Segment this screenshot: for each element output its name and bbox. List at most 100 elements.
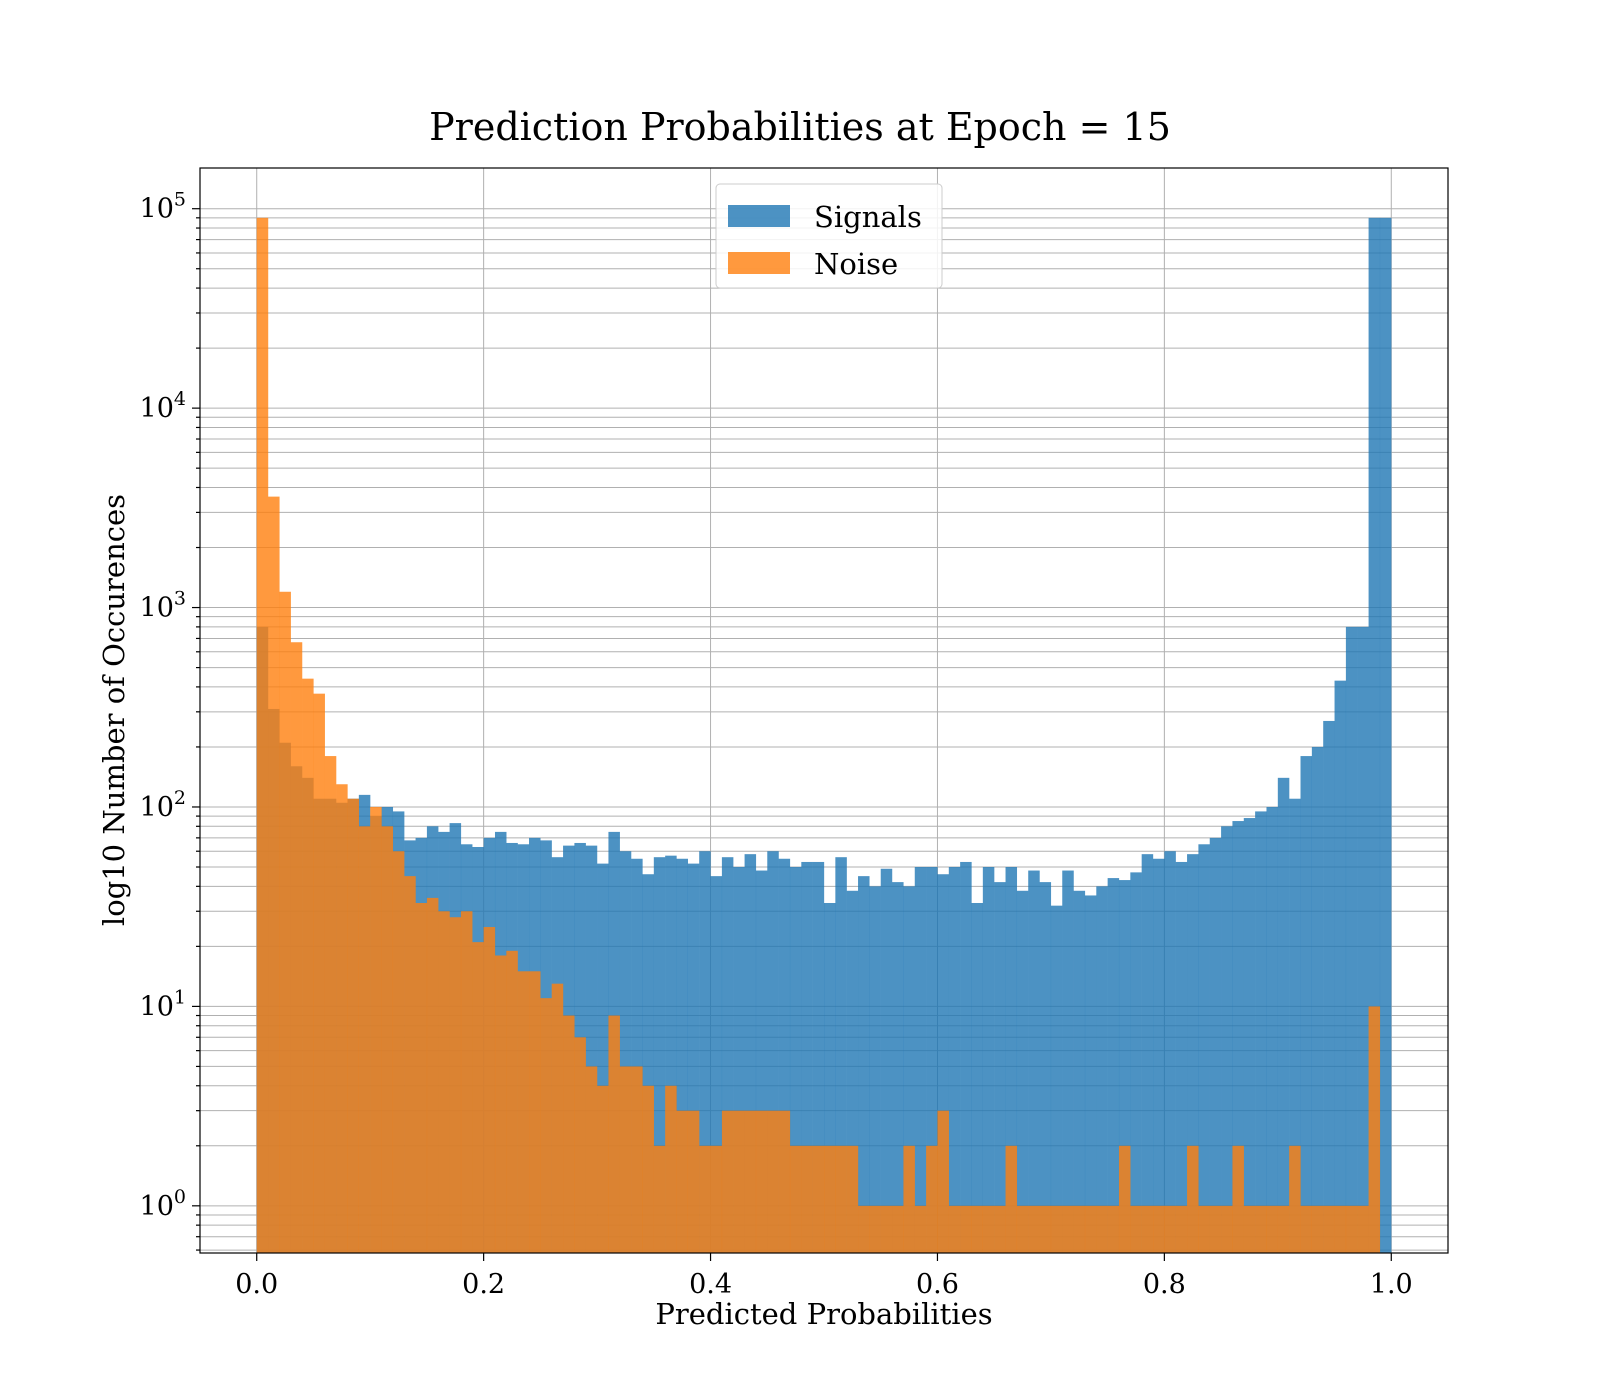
noise-bar	[302, 678, 314, 1253]
signals-bar	[1277, 777, 1290, 1253]
noise-bar	[290, 642, 303, 1253]
noise-bar	[1005, 1145, 1018, 1253]
noise-bar	[256, 217, 269, 1254]
x-tick-label: 0.2	[462, 1269, 505, 1300]
noise-bar	[1345, 1205, 1358, 1253]
noise-bar	[1232, 1145, 1244, 1253]
signals-bar	[1232, 821, 1244, 1253]
noise-bar	[755, 1110, 768, 1253]
noise-bar	[721, 1110, 734, 1253]
y-tick-label: 101	[140, 986, 186, 1022]
noise-bar	[1107, 1205, 1120, 1253]
signals-bar	[1209, 837, 1222, 1253]
noise-bar	[982, 1205, 995, 1253]
noise-bar	[948, 1205, 961, 1253]
signals-bar	[755, 870, 768, 1253]
noise-bar	[279, 591, 291, 1253]
signals-bar	[1357, 626, 1369, 1253]
signals-bar	[801, 861, 813, 1253]
signals-bar	[835, 857, 847, 1253]
noise-bar	[1357, 1205, 1369, 1253]
plot-frame	[199, 167, 1449, 1254]
noise-bar	[608, 1015, 620, 1253]
noise-bar	[1311, 1205, 1324, 1253]
noise-bar	[574, 1037, 586, 1253]
noise-bar	[324, 756, 337, 1253]
noise-bar	[529, 971, 541, 1253]
signals-bar	[846, 890, 859, 1253]
signals-bar	[1311, 746, 1324, 1253]
signals-bar	[937, 874, 949, 1253]
noise-bar	[1187, 1145, 1199, 1253]
signals-bar	[1266, 806, 1278, 1253]
noise-bar	[336, 784, 348, 1253]
y-tick-label: 104	[140, 388, 186, 424]
noise-bar	[381, 826, 394, 1253]
signals-bar	[1345, 626, 1358, 1253]
y-axis-label: log10 Number of Occurences	[97, 494, 131, 926]
noise-bar	[1289, 1145, 1301, 1253]
signals-bar	[721, 857, 734, 1253]
noise-bar	[392, 851, 405, 1253]
signals-bar	[1084, 895, 1097, 1253]
signals-bar	[1300, 756, 1313, 1253]
chart-title: Prediction Probabilities at Epoch = 15	[429, 105, 1171, 149]
noise-bar	[1300, 1205, 1313, 1253]
x-tick-label: 0.6	[916, 1269, 959, 1300]
signals-bar	[960, 861, 972, 1253]
x-tick-label: 0.0	[235, 1269, 278, 1300]
noise-bar	[801, 1145, 813, 1253]
signals-bar	[619, 851, 632, 1253]
noise-bar	[415, 902, 428, 1253]
noise-bar	[676, 1110, 689, 1253]
signals-bar	[1323, 720, 1335, 1253]
signals-bar	[914, 867, 927, 1253]
noise-bar	[858, 1205, 870, 1253]
signals-bar	[1039, 882, 1052, 1253]
noise-bar	[563, 1015, 575, 1253]
noise-bar	[642, 1085, 654, 1253]
noise-bar	[506, 950, 518, 1253]
noise-bar	[585, 1066, 598, 1253]
signals-bar	[1255, 811, 1267, 1253]
legend: Signals Noise	[715, 183, 943, 289]
axis-ticks: 0.0 0.2 0.4 0.6 0.8 1.0 100 101 102 103 104 105	[140, 189, 1413, 1300]
signals-bar	[585, 845, 598, 1253]
x-tick-label: 0.8	[1143, 1269, 1186, 1300]
noise-bar	[767, 1110, 779, 1253]
signals-bar	[744, 854, 757, 1253]
noise-bar	[892, 1205, 904, 1253]
signals-bar	[1005, 867, 1018, 1253]
noise-bar	[619, 1066, 632, 1253]
noise-bar	[812, 1145, 825, 1253]
signals-bar	[994, 882, 1006, 1253]
noise-bar	[824, 1145, 836, 1253]
noise-bar	[1039, 1205, 1052, 1253]
noise-bar	[551, 983, 564, 1253]
noise-bar	[1073, 1205, 1086, 1253]
noise-bar	[1164, 1205, 1176, 1253]
noise-bar	[744, 1110, 757, 1253]
noise-bar	[1209, 1205, 1222, 1253]
noise-bar	[846, 1145, 859, 1253]
signals-bar	[812, 861, 825, 1253]
noise-bar	[789, 1145, 802, 1253]
noise-bar	[1062, 1205, 1074, 1253]
signals-bar	[1130, 872, 1142, 1253]
noise-bar	[1255, 1205, 1267, 1253]
signals-bar	[948, 867, 961, 1253]
noise-bar	[1266, 1205, 1278, 1253]
noise-bar	[426, 897, 439, 1253]
signals-bar	[767, 851, 779, 1253]
noise-bar	[1141, 1205, 1154, 1253]
noise-bar	[1118, 1145, 1131, 1253]
noise-bar	[699, 1145, 711, 1253]
noise-bar	[710, 1145, 723, 1253]
signals-bar	[699, 851, 711, 1253]
noise-bar	[1050, 1205, 1063, 1253]
signals-bar	[892, 882, 904, 1253]
noise-bar	[1198, 1205, 1210, 1253]
signals-legend-swatch	[728, 205, 790, 227]
noise-bar	[404, 876, 416, 1253]
